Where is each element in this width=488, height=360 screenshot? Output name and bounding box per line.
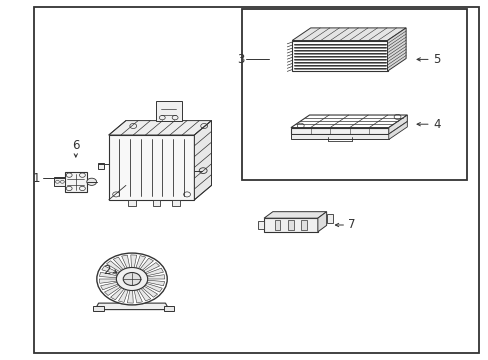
Polygon shape <box>118 289 128 302</box>
Bar <box>163 306 174 311</box>
Circle shape <box>116 267 147 291</box>
Polygon shape <box>264 212 326 218</box>
Polygon shape <box>146 268 163 276</box>
Bar <box>274 220 280 230</box>
Polygon shape <box>291 28 405 40</box>
Polygon shape <box>147 275 164 279</box>
Text: 1: 1 <box>33 172 41 185</box>
Polygon shape <box>147 280 164 286</box>
Polygon shape <box>127 291 133 303</box>
Bar <box>172 200 180 206</box>
Bar <box>128 200 136 206</box>
Polygon shape <box>386 28 405 71</box>
Polygon shape <box>95 303 169 310</box>
Polygon shape <box>108 135 194 200</box>
Polygon shape <box>290 127 388 134</box>
Polygon shape <box>264 218 317 232</box>
Polygon shape <box>99 279 117 283</box>
Polygon shape <box>113 257 125 270</box>
Polygon shape <box>142 286 157 297</box>
Polygon shape <box>290 115 407 127</box>
Polygon shape <box>134 290 142 303</box>
Polygon shape <box>108 121 211 135</box>
Bar <box>64 172 87 192</box>
Text: 2: 2 <box>102 264 110 276</box>
Text: 5: 5 <box>432 53 440 66</box>
Polygon shape <box>104 285 121 296</box>
Bar <box>156 101 181 121</box>
Text: 7: 7 <box>347 219 355 231</box>
Circle shape <box>87 178 96 185</box>
Circle shape <box>97 253 167 305</box>
Polygon shape <box>140 258 153 270</box>
Polygon shape <box>110 288 124 300</box>
Polygon shape <box>126 121 211 185</box>
Bar <box>152 200 160 206</box>
Polygon shape <box>136 256 145 269</box>
Polygon shape <box>138 288 150 301</box>
Bar <box>242 9 466 180</box>
Polygon shape <box>388 121 407 139</box>
Polygon shape <box>131 255 137 267</box>
Bar <box>287 220 293 230</box>
Bar <box>326 215 332 222</box>
Text: 4: 4 <box>432 118 440 131</box>
Polygon shape <box>122 255 129 268</box>
Bar <box>93 306 104 311</box>
Polygon shape <box>106 261 122 272</box>
Polygon shape <box>194 121 211 200</box>
Polygon shape <box>291 40 386 71</box>
Bar <box>258 221 264 229</box>
Polygon shape <box>317 212 326 232</box>
Bar <box>301 220 306 230</box>
Polygon shape <box>143 262 159 273</box>
Bar <box>54 177 64 186</box>
Polygon shape <box>99 272 117 278</box>
Circle shape <box>123 273 141 285</box>
Polygon shape <box>101 282 118 290</box>
Polygon shape <box>102 266 119 275</box>
Bar <box>98 163 104 169</box>
Text: 3: 3 <box>236 53 244 66</box>
Text: 6: 6 <box>72 139 80 152</box>
Polygon shape <box>290 134 388 139</box>
Polygon shape <box>145 283 162 292</box>
Polygon shape <box>388 115 407 134</box>
